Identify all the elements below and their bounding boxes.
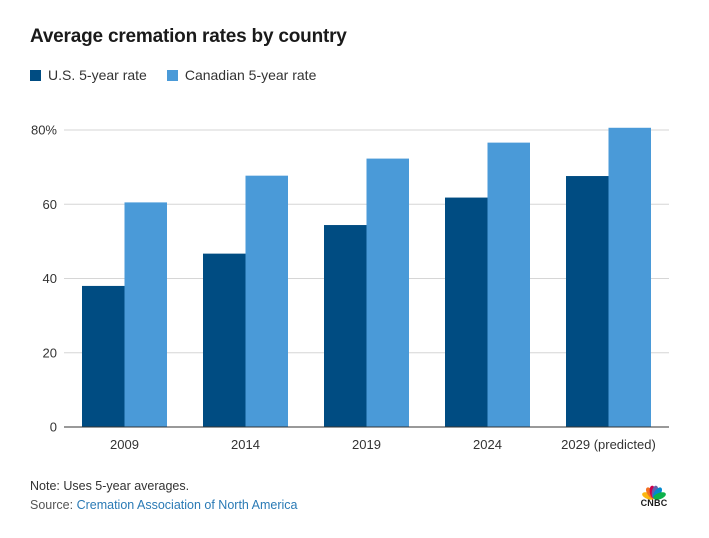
source-prefix: Source:: [30, 498, 77, 512]
bar-canada-2: [366, 158, 409, 427]
x-tick-label-0: 2009: [110, 437, 139, 452]
legend-label-canada: Canadian 5-year rate: [184, 67, 317, 83]
legend: U.S. 5-year rate Canadian 5-year rate: [30, 67, 336, 83]
y-tick-label-4: 80%: [31, 123, 57, 138]
x-tick-label-1: 2014: [231, 437, 260, 452]
x-tick-label-2: 2019: [352, 437, 381, 452]
legend-item-canada: Canadian 5-year rate: [166, 67, 317, 83]
bar-canada-4: [608, 127, 651, 428]
footnote: Note: Uses 5-year averages.: [30, 479, 190, 493]
x-tick-label-3: 2024: [473, 437, 502, 452]
legend-label-us: U.S. 5-year rate: [48, 67, 147, 83]
x-tick-label-4: 2029 (predicted): [561, 437, 656, 452]
y-tick-label-1: 20: [43, 345, 57, 360]
y-tick-label-0: 0: [50, 420, 57, 435]
bar-us-0: [82, 285, 125, 427]
source-line: Source: Cremation Association of North A…: [30, 498, 298, 512]
peacock-feather-5: [653, 492, 666, 500]
legend-swatch-canada: [166, 69, 178, 81]
y-tick-label-2: 40: [43, 271, 57, 286]
logo-text: CNBC: [640, 498, 668, 508]
bar-canada-3: [487, 142, 530, 427]
legend-item-us: U.S. 5-year rate: [30, 67, 147, 83]
bar-us-3: [445, 197, 488, 427]
bar-us-2: [324, 225, 367, 427]
peacock-icon: [642, 485, 666, 500]
bar-canada-0: [124, 202, 167, 427]
y-tick-label-3: 60: [43, 197, 57, 212]
source-link[interactable]: Cremation Association of North America: [76, 498, 298, 512]
bar-us-4: [566, 176, 609, 427]
chart-title: Average cremation rates by country: [30, 26, 347, 47]
legend-swatch-us: [30, 69, 41, 81]
bar-us-1: [203, 253, 246, 427]
cnbc-logo: CNBC: [636, 478, 672, 510]
bar-canada-1: [245, 175, 288, 427]
